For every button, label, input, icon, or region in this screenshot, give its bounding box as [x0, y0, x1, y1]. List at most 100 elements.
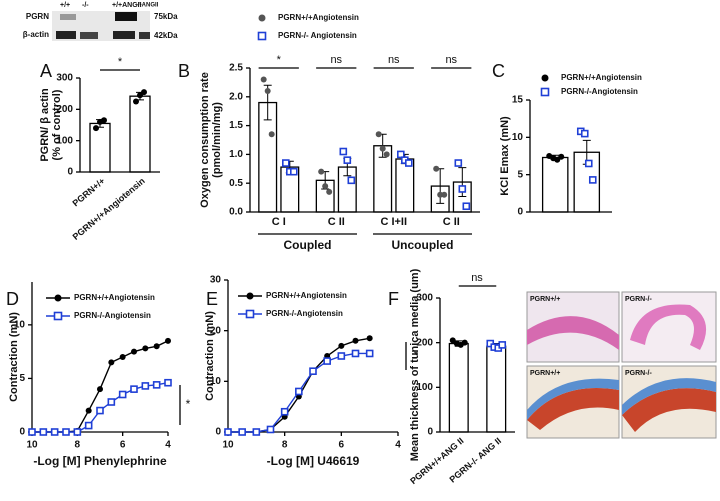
bar: [486, 345, 507, 433]
data-point: [397, 150, 405, 159]
significance-label: *: [277, 54, 282, 66]
x-tick-label: 10: [26, 440, 38, 451]
data-point: [338, 342, 345, 349]
y-tick-label: 0: [19, 427, 25, 438]
y-tick-label: 0: [215, 427, 221, 438]
data-point: [84, 421, 93, 430]
x-tick-label: 4: [395, 440, 401, 451]
y-tick-label: 5: [517, 169, 523, 180]
y-axis-label: Mean thickness of tunica media (um): [409, 268, 421, 461]
data-point: [260, 76, 267, 83]
panel-letter: D: [6, 289, 19, 309]
data-point: [238, 428, 246, 436]
y-tick-label: 10: [14, 319, 26, 330]
significance-label: *: [414, 348, 419, 362]
group-label: Coupled: [284, 238, 332, 252]
x-tick-label: PGRN+/+: [70, 176, 106, 209]
vessel-wall: [630, 304, 707, 350]
x-tick-label: 8: [75, 440, 81, 451]
y-tick-label: 300: [416, 293, 433, 304]
y-tick-label: 100: [416, 382, 433, 393]
data-point: [141, 382, 150, 390]
data-point: [108, 359, 115, 366]
data-point: [62, 428, 70, 436]
size-label: 42kDa: [154, 31, 178, 40]
bar: [89, 122, 111, 173]
y-tick-label: 0: [67, 167, 73, 178]
lane-label: -/-: [82, 2, 89, 9]
y-axis-label: Contraction (mN): [204, 311, 216, 401]
bar: [448, 342, 469, 433]
y-axis-label: Oxygen consumption rate: [199, 72, 211, 208]
adventitia: [622, 378, 716, 415]
vessel-wall: [527, 316, 619, 350]
significance-label: ns: [471, 272, 483, 284]
x-tick-label: 6: [120, 440, 126, 451]
legend-marker: [53, 311, 63, 321]
data-point: [365, 349, 374, 358]
size-label: 75kDa: [154, 12, 178, 21]
data-point: [73, 428, 82, 436]
data-point: [580, 129, 589, 138]
legend-label: PGRN-/- Angiotensin: [278, 31, 357, 40]
data-point: [282, 159, 290, 167]
data-point: [441, 191, 448, 198]
vessel-wall: [527, 388, 619, 430]
data-point: [224, 428, 232, 436]
data-point: [131, 348, 137, 355]
row-label: β-actin: [23, 30, 49, 39]
data-point: [39, 428, 48, 436]
y-tick-label: 200: [416, 337, 433, 348]
panel-letter: B: [178, 61, 190, 81]
data-point: [458, 185, 467, 193]
data-point: [323, 357, 331, 365]
bar: [395, 158, 415, 213]
y-tick-label: 30: [210, 275, 222, 286]
legend-label: PGRN+/+Angiotensin: [561, 73, 642, 82]
x-axis-label: -Log [M] Phenylephrine: [33, 454, 167, 468]
y-tick-label: 20: [210, 325, 222, 336]
blot-band: [115, 12, 137, 21]
legend-marker: [245, 309, 255, 319]
y-tick-label: 1.5: [229, 120, 243, 131]
y-axis-label: KCl Emax (mN): [499, 116, 511, 196]
y-tick-label: 10: [512, 132, 524, 143]
data-point: [337, 352, 346, 360]
data-point: [133, 98, 139, 105]
panel-letter: A: [40, 61, 52, 81]
data-point: [118, 390, 127, 399]
legend-label: PGRN-/-Angiotensin: [266, 309, 343, 318]
legend-marker: [258, 14, 266, 22]
x-tick-label: 6: [339, 440, 345, 451]
significance-label: ns: [330, 54, 342, 66]
data-point: [383, 151, 390, 158]
lane-label: +/+ANGII: [112, 2, 142, 9]
y-tick-label: 300: [56, 73, 73, 84]
data-point: [433, 165, 440, 172]
data-point: [93, 125, 99, 132]
legend-label: PGRN-/-Angiotensin: [74, 311, 151, 320]
data-point: [165, 337, 171, 344]
data-point: [268, 131, 275, 138]
data-point: [266, 425, 275, 434]
x-tick-label: C I: [272, 216, 286, 228]
data-point: [264, 88, 271, 95]
data-point: [352, 337, 359, 344]
vessel-wall: [622, 388, 716, 432]
data-point: [351, 349, 360, 358]
data-point: [101, 117, 107, 124]
x-tick-label: C II: [328, 216, 345, 228]
blot-band: [113, 31, 135, 39]
lane-label: +/+: [60, 2, 70, 9]
panel-letter: F: [388, 289, 399, 309]
data-point: [454, 159, 463, 167]
y-tick-label: 100: [56, 135, 73, 146]
x-tick-label: PGRN+/+Angiotensin: [71, 176, 147, 242]
image-label: PGRN+/+: [530, 370, 560, 377]
significance-label: ns: [388, 54, 400, 66]
data-point: [152, 381, 161, 389]
legend-marker: [54, 294, 62, 302]
legend-label: PGRN+/+Angiotensin: [278, 13, 359, 22]
legend-marker: [541, 74, 549, 82]
x-tick-label: C I+II: [380, 216, 407, 228]
